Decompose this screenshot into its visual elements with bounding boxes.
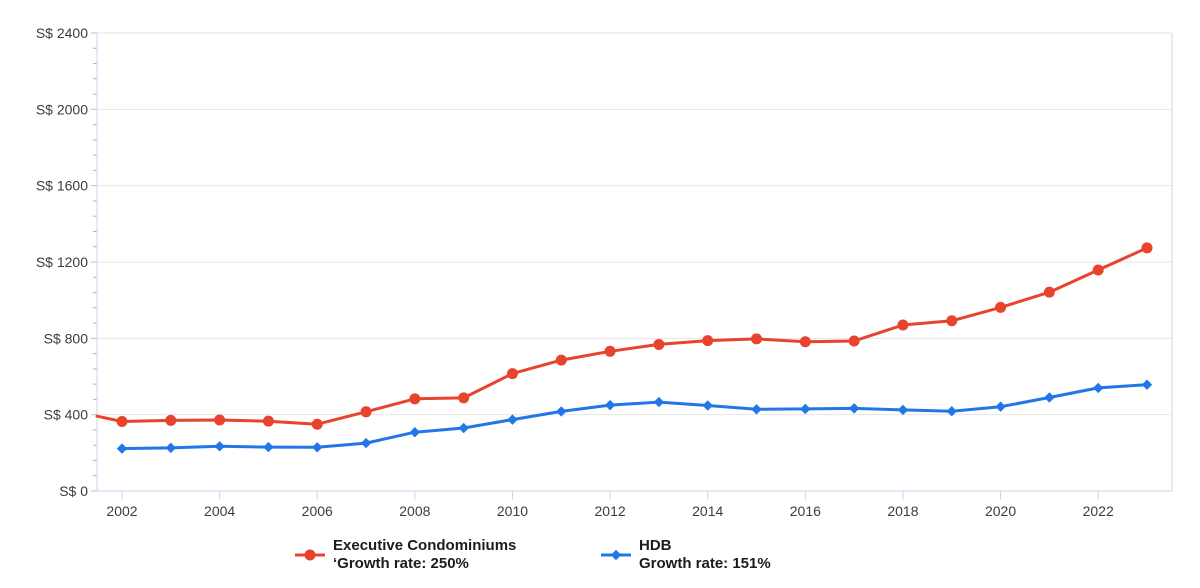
hdb-data-point bbox=[409, 427, 421, 438]
hdb-data-point bbox=[848, 403, 860, 414]
x-axis-label: 2012 bbox=[595, 503, 626, 519]
hdb-data-point bbox=[751, 404, 762, 415]
series-ec bbox=[95, 242, 1153, 430]
hdb-data-point bbox=[897, 404, 909, 416]
ec-data-point bbox=[799, 336, 811, 348]
ec-data-point bbox=[360, 406, 372, 418]
ec-data-point bbox=[409, 393, 421, 405]
hdb-data-point bbox=[604, 399, 616, 411]
y-axis-labels: S$ 0 S$ 400 S$ 800 S$ 1200 S$ 1600 S$ 2000 S$ … bbox=[36, 25, 88, 499]
series-line bbox=[120, 383, 1149, 451]
hdb-data-point bbox=[263, 441, 274, 453]
hdb-data-point bbox=[312, 442, 323, 453]
y-axis-label: S$ 0 bbox=[59, 483, 88, 499]
ec-data-point bbox=[165, 414, 177, 426]
y-axis-label: S$ 2000 bbox=[36, 101, 88, 117]
x-axis-label: 2020 bbox=[985, 503, 1016, 519]
hdb-data-point bbox=[1092, 382, 1104, 394]
hdb-data-point bbox=[1044, 392, 1055, 403]
ec-data-point bbox=[555, 354, 567, 366]
x-axis-label: 2022 bbox=[1083, 503, 1114, 519]
hdb-data-point bbox=[1141, 379, 1153, 390]
ec-data-point bbox=[604, 345, 616, 357]
ec-data-point bbox=[751, 333, 763, 345]
hdb-data-point bbox=[458, 422, 469, 434]
ec-data-point bbox=[897, 319, 909, 331]
y-axis-label: S$ 1600 bbox=[36, 178, 88, 194]
axis-lines bbox=[96, 33, 1173, 492]
y-axis-label: S$ 400 bbox=[44, 407, 89, 423]
ec-data-point bbox=[214, 414, 226, 426]
x-axis-label: 2016 bbox=[790, 503, 821, 519]
hdb-data-point bbox=[995, 401, 1006, 412]
ec-data-point bbox=[946, 315, 958, 327]
ec-data-point bbox=[116, 416, 128, 428]
ec-data-point bbox=[458, 392, 470, 404]
ec-data-point bbox=[1043, 286, 1055, 298]
y-gridlines bbox=[97, 32, 1172, 416]
hdb-data-point bbox=[507, 414, 518, 425]
ec-data-point bbox=[848, 335, 860, 347]
hdb-data-point bbox=[360, 437, 372, 449]
series-hdb bbox=[116, 379, 1153, 454]
hdb-data-point bbox=[800, 403, 811, 415]
hdb-data-point bbox=[946, 406, 957, 417]
y-axis-label: S$ 800 bbox=[44, 330, 89, 346]
x-axis-label: 2018 bbox=[887, 503, 918, 519]
ec-data-point bbox=[653, 338, 665, 350]
hdb-data-point bbox=[214, 441, 225, 452]
hdb-data-point bbox=[702, 400, 713, 411]
hdb-data-point bbox=[653, 396, 665, 408]
ec-data-point bbox=[702, 335, 714, 347]
ec-data-point bbox=[1092, 264, 1104, 276]
x-axis-label: 2004 bbox=[204, 503, 235, 519]
ec-data-point bbox=[506, 368, 518, 380]
ec-data-point bbox=[1141, 242, 1153, 254]
ec-data-point bbox=[262, 415, 274, 427]
y-axis-label: S$ 1200 bbox=[36, 254, 88, 270]
x-axis-label: 2014 bbox=[692, 503, 723, 519]
y-axis-label: S$ 2400 bbox=[36, 25, 88, 41]
hdb-data-point bbox=[165, 442, 177, 454]
hdb-data-point bbox=[556, 406, 567, 417]
x-axis-label: 2010 bbox=[497, 503, 528, 519]
x-axis-label: 2008 bbox=[399, 503, 430, 519]
x-axis-label: 2006 bbox=[302, 503, 333, 519]
ec-data-point bbox=[311, 418, 323, 430]
ec-data-point bbox=[995, 301, 1007, 313]
x-axis: 2002 2004 2006 2008 2010 2012 2014 2016 2018 2020… bbox=[106, 491, 1114, 519]
y-axis-ticks bbox=[91, 32, 97, 492]
x-axis-label: 2002 bbox=[106, 503, 137, 519]
hdb-data-point bbox=[116, 443, 128, 454]
series-line bbox=[95, 246, 1149, 426]
